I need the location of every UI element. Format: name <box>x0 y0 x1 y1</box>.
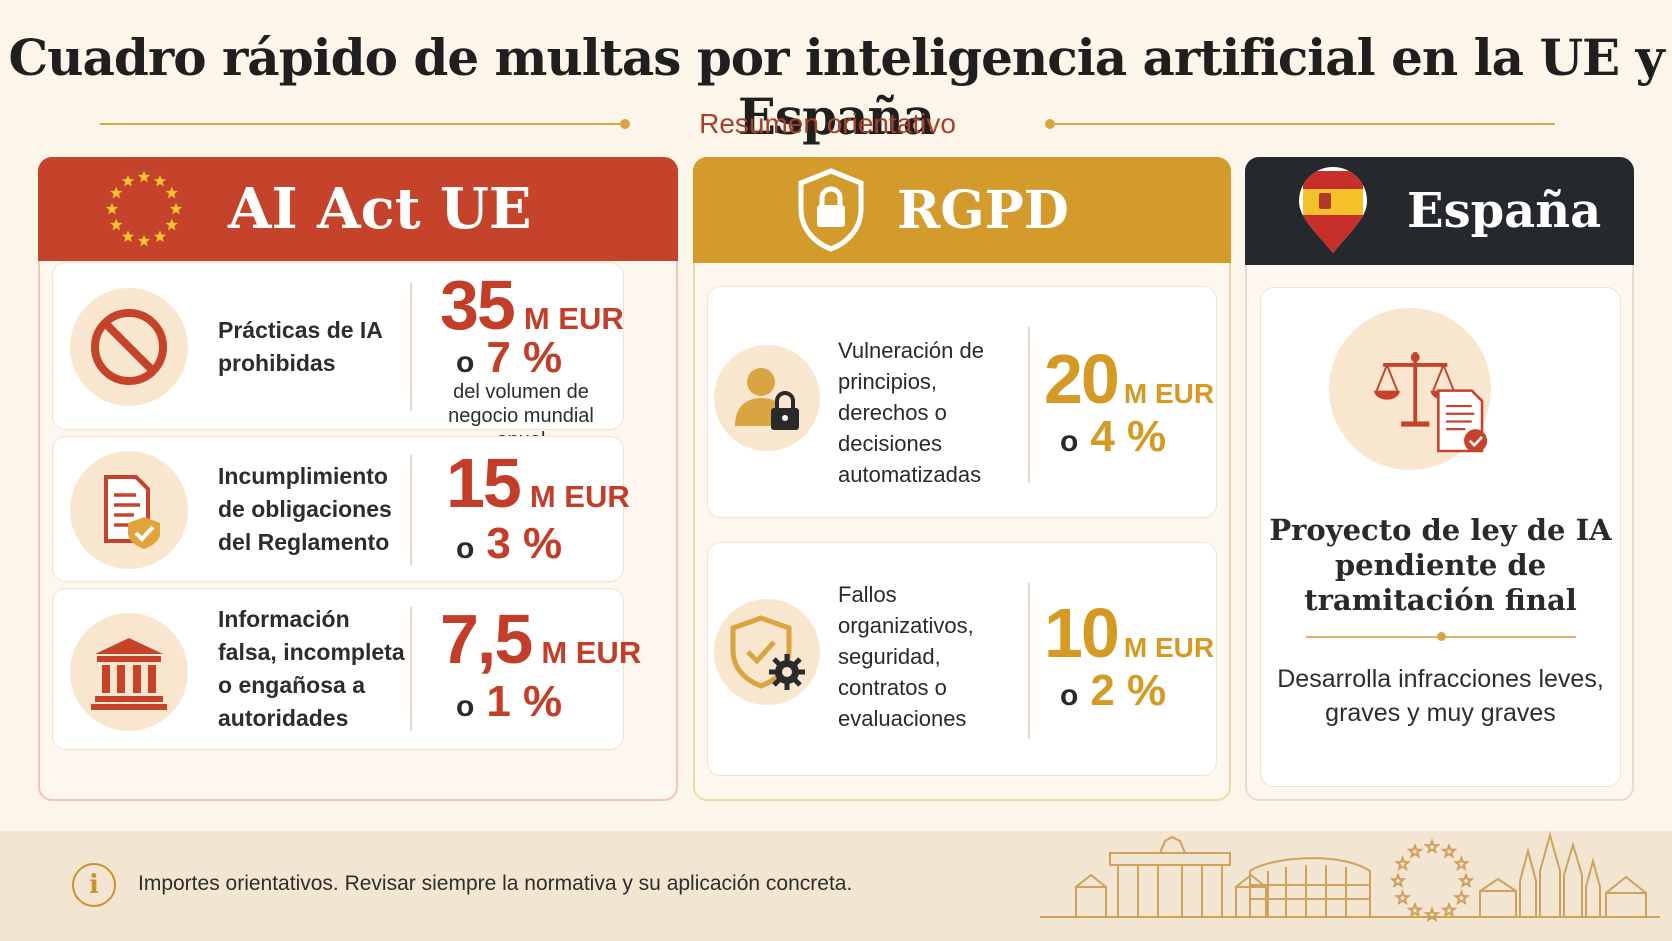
column-title-rgpd: RGPD <box>897 179 1069 241</box>
spain-sub-text: Desarrolla infracciones leves, graves y … <box>1277 665 1604 727</box>
icon-circle <box>1329 308 1491 470</box>
fine-amount: 35 M EUR <box>440 266 624 344</box>
eu-stars-icon <box>105 170 183 247</box>
fine-amount: 15 M EUR <box>446 444 630 522</box>
star-shape <box>110 186 123 199</box>
scales-document-icon <box>1374 352 1488 453</box>
shield-gear-icon <box>730 615 805 690</box>
star-shape <box>153 174 167 187</box>
column-spain: España Proye <box>1245 157 1634 801</box>
star-shape <box>1389 872 1407 889</box>
column-header-spain: España <box>1245 157 1634 265</box>
separator <box>1028 327 1030 483</box>
fine-label: Prácticas de IA prohibidas <box>218 317 383 376</box>
star-shape <box>1423 906 1441 923</box>
footer: i Importes orientativos. Revisar siempre… <box>0 831 1672 941</box>
column-header-ai-act: AI Act UE <box>38 157 678 261</box>
separator <box>1028 583 1030 739</box>
user-lock-icon <box>735 368 799 430</box>
fine-label: Fallos organizativos, seguridad, contrat… <box>838 582 974 731</box>
fine-amount: 7,5 M EUR <box>440 600 642 678</box>
star-shape <box>1406 842 1424 859</box>
star-shape <box>169 202 183 215</box>
star-shape <box>165 186 178 199</box>
institution-icon <box>91 638 167 710</box>
subtitle-divider-left <box>100 123 620 125</box>
page-title: Cuadro rápido de multas por inteligencia… <box>8 28 1664 146</box>
spain-divider-dot <box>1437 632 1446 641</box>
separator <box>410 455 412 565</box>
icon-circle <box>714 599 820 705</box>
fine-label: Incumplimiento de obligaciones del Regla… <box>218 463 392 555</box>
star-shape <box>165 218 178 231</box>
fine-amount: 10 M EUR <box>1044 594 1215 672</box>
star-shape <box>137 234 151 247</box>
star-shape <box>105 202 119 215</box>
icon-circle <box>714 345 820 451</box>
icon-circle <box>70 288 188 406</box>
subtitle-dot-right <box>1045 119 1055 129</box>
fine-label: Información falsa, incompleta o engañosa… <box>218 606 405 731</box>
fine-card-principles: Vulneración de principios, derechos o de… <box>707 286 1217 518</box>
column-header-rgpd: RGPD <box>693 157 1231 263</box>
icon-circle <box>70 451 188 569</box>
star-shape <box>1406 901 1424 918</box>
star-shape <box>1394 855 1411 872</box>
subtitle-row: Resumen orientativo <box>100 104 1555 144</box>
icon-circle <box>70 613 188 731</box>
spain-info-card: Proyecto de ley de IA pendiente de trami… <box>1260 287 1621 787</box>
separator <box>410 283 412 411</box>
star-shape <box>1440 901 1458 918</box>
star-shape <box>153 230 167 242</box>
star-shape <box>1457 872 1475 889</box>
star-shape <box>121 230 135 242</box>
star-shape <box>1423 838 1441 855</box>
star-shape <box>137 170 151 183</box>
star-shape <box>110 218 123 231</box>
spain-main-text: Proyecto de ley de IA pendiente de trami… <box>1269 513 1612 617</box>
star-shape <box>1453 855 1470 872</box>
separator <box>410 607 412 731</box>
info-icon: i <box>72 863 116 907</box>
spain-flag-pin-icon <box>1299 167 1367 253</box>
star-shape <box>1453 889 1470 906</box>
prohibited-icon <box>91 309 167 385</box>
fine-card-obligations: Incumplimiento de obligaciones del Regla… <box>52 436 630 582</box>
star-shape <box>1440 842 1458 859</box>
subtitle: Resumen orientativo <box>699 108 956 139</box>
subtitle-divider-right <box>1055 123 1555 125</box>
column-ai-act: AI Act UE Prácticas de IA prohibidas 35 M… <box>38 157 678 801</box>
fine-card-false-info: Información falsa, incompleta o engañosa… <box>52 588 641 750</box>
fine-card-organizational: Fallos organizativos, seguridad, contrat… <box>707 542 1217 776</box>
column-title-spain: España <box>1407 183 1602 239</box>
star-shape <box>121 174 135 187</box>
star-shape <box>1394 889 1411 906</box>
footer-disclaimer: Importes orientativos. Revisar siempre l… <box>138 872 853 895</box>
column-title-ai-act: AI Act UE <box>228 176 532 242</box>
document-shield-icon <box>104 475 160 549</box>
subtitle-dot-left <box>620 119 630 129</box>
shield-lock-icon <box>798 168 864 252</box>
fine-amount: 20 M EUR <box>1044 340 1215 418</box>
european-skyline-illustration <box>1040 831 1660 923</box>
column-rgpd: RGPD Vulneración de principios, derechos… <box>693 157 1231 801</box>
fine-label: Vulneración de principios, derechos o de… <box>838 338 984 487</box>
